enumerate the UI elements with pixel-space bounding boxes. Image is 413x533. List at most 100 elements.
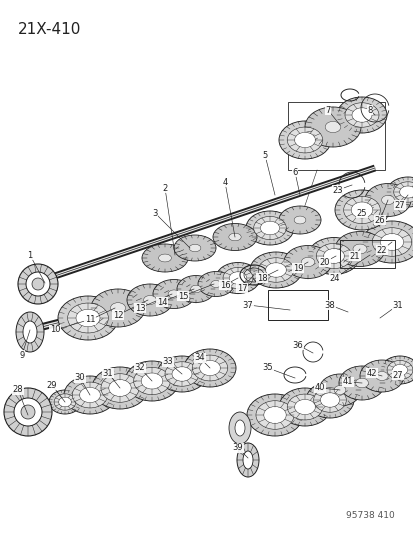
Ellipse shape	[255, 401, 293, 429]
Ellipse shape	[323, 248, 344, 263]
Ellipse shape	[263, 407, 285, 423]
Bar	[267, 290, 327, 320]
Ellipse shape	[153, 279, 195, 309]
Ellipse shape	[190, 285, 201, 293]
Text: 27: 27	[392, 370, 402, 379]
Text: 13: 13	[134, 303, 145, 312]
Text: 3: 3	[152, 208, 157, 217]
Ellipse shape	[258, 258, 293, 282]
Text: 95738 410: 95738 410	[345, 511, 394, 520]
Ellipse shape	[350, 202, 372, 218]
Text: 42: 42	[366, 368, 376, 377]
Ellipse shape	[54, 394, 76, 410]
Ellipse shape	[380, 356, 413, 384]
Ellipse shape	[229, 272, 246, 284]
Ellipse shape	[294, 132, 315, 148]
Ellipse shape	[307, 238, 359, 274]
Text: 30: 30	[74, 374, 85, 383]
Ellipse shape	[324, 122, 340, 133]
Ellipse shape	[260, 221, 279, 235]
Ellipse shape	[171, 367, 192, 381]
Ellipse shape	[278, 121, 330, 159]
Ellipse shape	[278, 388, 330, 426]
Ellipse shape	[67, 303, 108, 333]
Ellipse shape	[109, 379, 131, 397]
Text: 12: 12	[112, 311, 123, 319]
Text: 20: 20	[319, 257, 330, 266]
Ellipse shape	[338, 366, 384, 400]
Ellipse shape	[79, 387, 100, 402]
Ellipse shape	[386, 360, 412, 379]
Ellipse shape	[287, 394, 322, 420]
Text: 1: 1	[27, 251, 33, 260]
Ellipse shape	[228, 412, 250, 444]
Ellipse shape	[165, 362, 199, 386]
Ellipse shape	[189, 244, 200, 252]
Text: 14: 14	[157, 297, 167, 306]
Text: 31: 31	[392, 301, 402, 310]
Ellipse shape	[247, 394, 302, 436]
Text: 27: 27	[394, 200, 404, 209]
Text: 36: 36	[292, 341, 303, 350]
Ellipse shape	[334, 231, 384, 266]
Text: 7: 7	[325, 106, 330, 115]
Text: 25: 25	[356, 208, 366, 217]
Ellipse shape	[158, 254, 171, 262]
Ellipse shape	[59, 397, 71, 407]
Ellipse shape	[305, 382, 353, 418]
Ellipse shape	[316, 244, 351, 269]
Ellipse shape	[101, 374, 139, 402]
Ellipse shape	[364, 183, 410, 216]
Ellipse shape	[72, 382, 107, 408]
Text: 26: 26	[374, 215, 385, 224]
Ellipse shape	[212, 223, 256, 251]
Text: 40: 40	[314, 384, 325, 392]
Bar	[339, 240, 394, 268]
Text: 9: 9	[19, 351, 24, 359]
Text: 10: 10	[50, 326, 60, 335]
Ellipse shape	[304, 107, 360, 147]
Ellipse shape	[249, 252, 301, 288]
Ellipse shape	[313, 388, 346, 412]
Text: 31: 31	[102, 368, 113, 377]
Text: 38: 38	[324, 301, 335, 310]
Text: 19: 19	[292, 263, 302, 272]
Text: 37: 37	[242, 301, 253, 310]
Ellipse shape	[381, 196, 394, 205]
Circle shape	[32, 278, 44, 290]
Text: 18: 18	[256, 273, 267, 282]
Text: 2: 2	[162, 183, 167, 192]
Ellipse shape	[359, 360, 403, 392]
Ellipse shape	[334, 190, 388, 230]
Text: 15: 15	[177, 292, 188, 301]
Ellipse shape	[333, 385, 345, 394]
Text: 5: 5	[262, 150, 267, 159]
Text: 29: 29	[47, 381, 57, 390]
Ellipse shape	[343, 196, 380, 224]
Circle shape	[18, 264, 58, 304]
Text: 21: 21	[349, 252, 359, 261]
Ellipse shape	[141, 373, 162, 389]
Ellipse shape	[287, 127, 322, 153]
Ellipse shape	[355, 378, 368, 388]
Ellipse shape	[49, 390, 81, 414]
Ellipse shape	[336, 97, 386, 133]
Ellipse shape	[301, 257, 314, 266]
Ellipse shape	[253, 216, 286, 239]
Ellipse shape	[64, 376, 116, 414]
Ellipse shape	[362, 221, 413, 263]
Ellipse shape	[183, 349, 235, 387]
Ellipse shape	[320, 393, 339, 407]
Text: 16: 16	[219, 280, 230, 289]
Text: 22: 22	[376, 246, 386, 254]
Ellipse shape	[92, 367, 147, 409]
Ellipse shape	[91, 289, 145, 327]
Ellipse shape	[294, 399, 315, 415]
Circle shape	[4, 388, 52, 436]
Ellipse shape	[133, 367, 170, 394]
Ellipse shape	[371, 228, 411, 256]
Ellipse shape	[223, 268, 252, 288]
Text: 33: 33	[162, 358, 173, 367]
Ellipse shape	[393, 182, 413, 202]
Text: 24: 24	[329, 273, 339, 282]
